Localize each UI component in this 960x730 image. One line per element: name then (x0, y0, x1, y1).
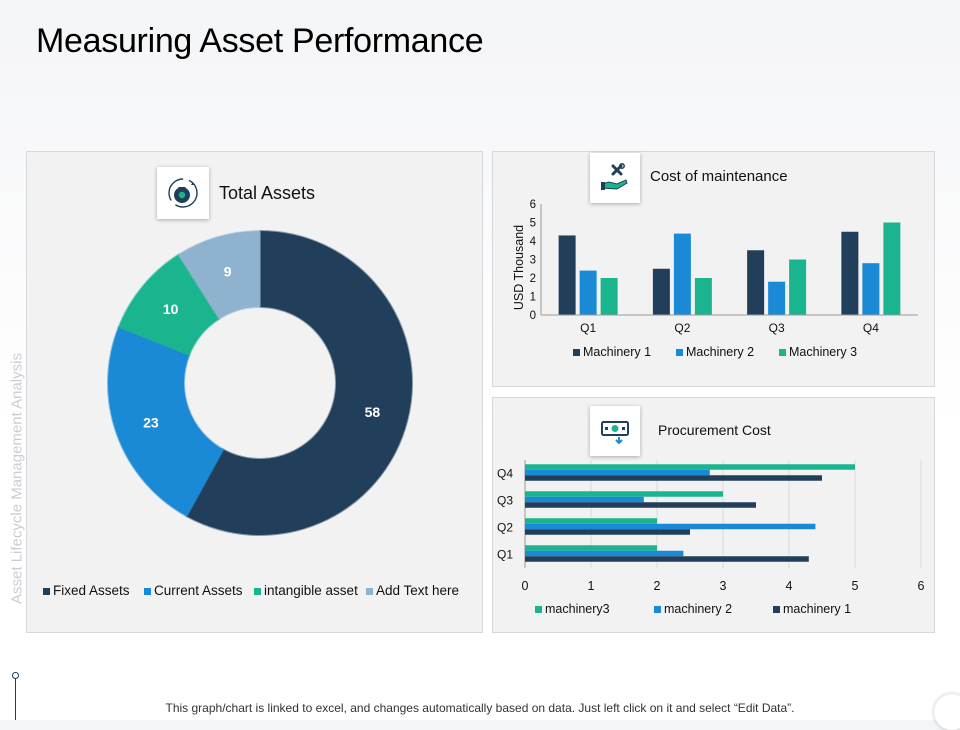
x-tick-label: 1 (588, 579, 595, 593)
y-tick-label: 6 (530, 199, 536, 211)
legend-swatch (254, 588, 261, 595)
bar[interactable] (883, 222, 901, 316)
legend-swatch (535, 606, 542, 613)
bar[interactable] (579, 270, 597, 315)
donut-data-label: 9 (224, 264, 232, 280)
legend-swatch (366, 588, 373, 595)
y-tick-label: 1 (530, 292, 536, 304)
legend-swatch (573, 349, 580, 356)
bar[interactable] (525, 529, 690, 535)
donut-data-label: 23 (143, 414, 159, 430)
y-tick-label: Q3 (497, 494, 513, 508)
legend-swatch (43, 588, 50, 595)
bar[interactable] (525, 502, 756, 508)
bar[interactable] (768, 281, 786, 315)
bar[interactable] (841, 231, 859, 315)
donut-slice[interactable] (185, 229, 413, 536)
side-label: Asset Lifecycle Management Analysis (8, 353, 26, 604)
y-tick-label: 2 (530, 273, 536, 285)
total-assets-panel: Total Assets 58 23 10 9 Fixed Assets Current … (26, 151, 483, 633)
bar[interactable] (747, 250, 765, 315)
bar[interactable] (673, 233, 691, 315)
tools-hand-icon (601, 163, 628, 190)
x-tick-label: Q2 (674, 321, 690, 335)
page-title: Measuring Asset Performance (36, 22, 484, 60)
donut-slice[interactable] (107, 325, 225, 518)
x-tick-label: Q4 (863, 321, 879, 335)
procurement-icon-box (590, 406, 640, 456)
legend-swatch (676, 349, 683, 356)
legend-label: intangible asset (264, 583, 358, 598)
y-tick-label: 4 (530, 236, 537, 248)
legend-swatch (779, 349, 786, 356)
procurement-chart[interactable]: 0 1 2 3 4 5 6 Q1 Q2 Q3 Q4 machinery3 machinery 2 mach… (493, 398, 934, 632)
donut-data-label: 58 (365, 404, 381, 420)
bar[interactable] (600, 278, 618, 315)
legend-label: machinery 1 (783, 602, 851, 616)
bar[interactable] (525, 518, 657, 524)
cash-icon (601, 421, 629, 445)
bar[interactable] (525, 496, 644, 503)
donut-data-label: 10 (163, 301, 179, 317)
y-tick-label: 3 (530, 255, 536, 267)
total-assets-chart[interactable]: 58 23 10 9 Fixed Assets Current Assets intangi… (27, 152, 482, 632)
bar[interactable] (525, 556, 809, 562)
y-tick-label: 5 (530, 218, 536, 230)
x-tick-label: 0 (522, 579, 529, 593)
legend-label: Machinery 3 (789, 345, 857, 359)
maintenance-panel: Cost of maintenance 0 1 2 3 4 5 6 USD Thousand Q… (492, 151, 935, 387)
legend-label: machinery 2 (664, 602, 732, 616)
bar[interactable] (525, 491, 723, 497)
bar[interactable] (525, 523, 816, 530)
side-dot (12, 672, 19, 679)
bar[interactable] (525, 545, 657, 551)
x-tick-label: 2 (654, 579, 661, 593)
x-tick-label: 6 (918, 579, 925, 593)
procurement-panel: Procurement Cost 0 1 2 3 4 5 6 Q1 Q2 Q3 Q4 machiner… (492, 397, 935, 633)
x-tick-label: 3 (720, 579, 727, 593)
legend-label: Machinery 1 (583, 345, 651, 359)
legend-label: Fixed Assets (53, 583, 130, 598)
x-tick-label: Q1 (580, 321, 596, 335)
footer-note: This graph/chart is linked to excel, and… (165, 701, 795, 715)
x-tick-label: 5 (852, 579, 859, 593)
procurement-title: Procurement Cost (658, 422, 771, 438)
donut-slice[interactable] (177, 229, 261, 321)
side-line (15, 676, 16, 720)
bar[interactable] (789, 259, 807, 316)
y-tick-label: Q4 (497, 467, 513, 481)
legend-label: Add Text here (376, 583, 459, 598)
maintenance-icon-box (590, 153, 640, 203)
money-bag-icon (168, 178, 198, 208)
bar[interactable] (525, 464, 855, 470)
legend-label: machinery3 (545, 602, 610, 616)
total-assets-icon-box (157, 167, 209, 219)
bar[interactable] (558, 235, 576, 315)
legend-swatch (144, 588, 151, 595)
y-tick-label: Q2 (497, 521, 513, 535)
y-tick-label: Q1 (497, 548, 513, 562)
bar[interactable] (652, 268, 670, 315)
bar[interactable] (525, 469, 710, 476)
x-tick-label: Q3 (769, 321, 785, 335)
legend-swatch (773, 606, 780, 613)
legend-label: Machinery 2 (686, 345, 754, 359)
legend-label: Current Assets (154, 583, 243, 598)
y-axis-label: USD Thousand (512, 225, 526, 310)
maintenance-title: Cost of maintenance (650, 168, 788, 185)
x-tick-label: 4 (786, 579, 793, 593)
y-tick-label: 0 (530, 310, 536, 322)
bar[interactable] (862, 263, 880, 315)
maintenance-chart[interactable]: 0 1 2 3 4 5 6 USD Thousand Q1 Q2 Q3 Q4 Machinery 1 Ma… (493, 152, 934, 386)
bar[interactable] (525, 475, 822, 481)
legend-swatch (654, 606, 661, 613)
bar[interactable] (525, 550, 684, 557)
bar[interactable] (694, 278, 712, 315)
total-assets-title: Total Assets (219, 183, 316, 203)
